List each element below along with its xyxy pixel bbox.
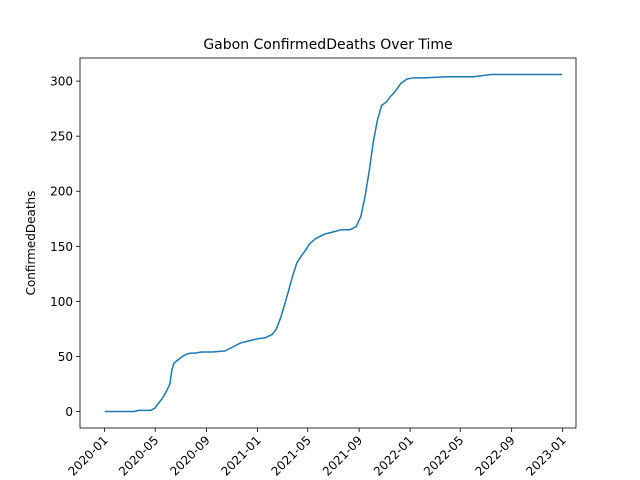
y-axis: 0 50 100 150 200 250 300 — [50, 75, 80, 419]
y-tick-label: 200 — [50, 185, 73, 199]
axes-frame — [79, 57, 577, 429]
x-tick-label: 2021-09 — [320, 433, 365, 478]
y-tick-label: 50 — [58, 350, 73, 364]
series-line-confirmed-deaths — [104, 73, 563, 413]
x-axis: 2020-01 2020-05 2020-09 2021-01 2021-05 2021-… — [65, 428, 569, 479]
y-tick-label: 300 — [50, 75, 73, 89]
chart-title: Gabon ConfirmedDeaths Over Time — [203, 37, 452, 53]
x-tick-label: 2022-01 — [371, 433, 416, 478]
x-tick-label: 2020-05 — [116, 433, 161, 478]
x-tick-label: 2022-05 — [421, 433, 466, 478]
x-tick-label: 2020-09 — [167, 433, 212, 478]
x-tick-label: 2022-09 — [472, 433, 517, 478]
x-tick-label: 2023-01 — [523, 433, 568, 478]
y-tick-label: 100 — [50, 295, 73, 309]
y-tick-label: 0 — [65, 405, 73, 419]
x-tick-label: 2020-01 — [65, 433, 110, 478]
y-axis-label: ConfirmedDeaths — [24, 191, 38, 296]
x-tick-label: 2021-05 — [269, 433, 314, 478]
plot-area — [104, 73, 563, 413]
y-tick-label: 150 — [50, 240, 73, 254]
x-tick-label: 2021-01 — [218, 433, 263, 478]
y-tick-label: 250 — [50, 130, 73, 144]
